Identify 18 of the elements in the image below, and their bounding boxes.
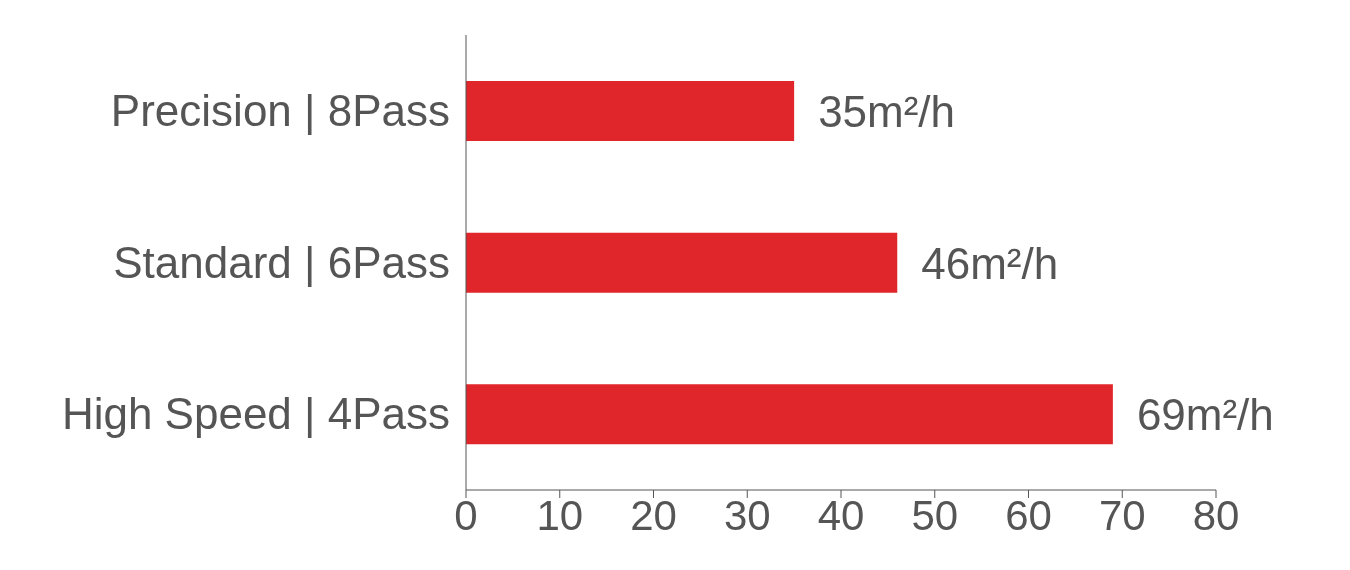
x-tick-label: 40: [817, 491, 865, 539]
bar: [466, 384, 1113, 445]
x-tick-label: 0: [454, 491, 478, 539]
y-tick-label: Standard | 6Pass: [113, 237, 450, 287]
data-label: 46m²/h: [921, 238, 1059, 288]
x-tick-label: 50: [911, 491, 959, 539]
data-label: 69m²/h: [1136, 390, 1274, 440]
x-tick-label: 80: [1192, 491, 1240, 539]
x-tick-label: 60: [1005, 491, 1052, 539]
x-tick-label: 30: [723, 491, 771, 539]
bar: [466, 81, 795, 141]
x-tick-label: 10: [536, 491, 584, 539]
x-tick-label: 70: [1098, 491, 1146, 539]
x-tick-label: 20: [630, 491, 677, 539]
data-label: 35m²/h: [818, 87, 956, 136]
y-tick-label: Precision | 8Pass: [110, 85, 450, 135]
y-tick-label: High Speed | 4Pass: [61, 389, 450, 439]
bar: [466, 232, 898, 293]
